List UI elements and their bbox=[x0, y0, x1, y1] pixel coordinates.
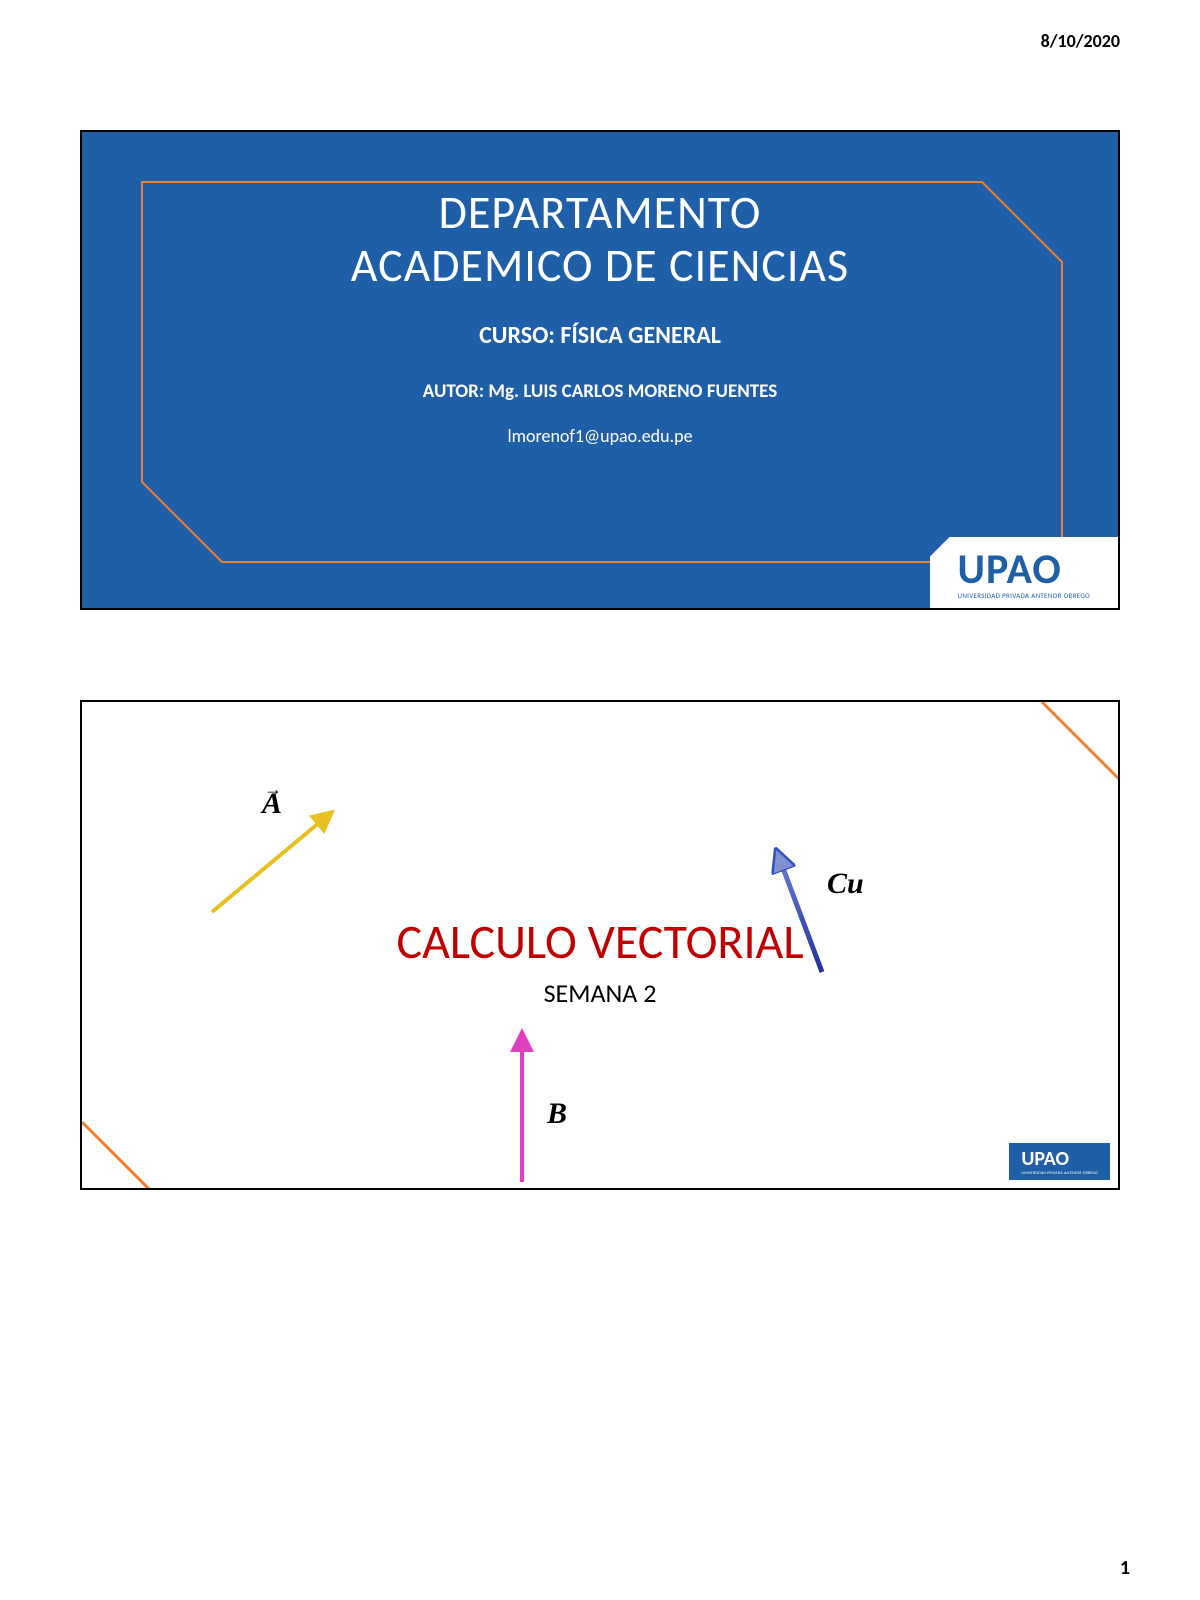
slide2-title: CALCULO VECTORIAL bbox=[82, 912, 1118, 971]
upao-logo-subtitle: UNIVERSIDAD PRIVADA ANTENOR ORREGO bbox=[958, 591, 1090, 600]
upao-logo-small: UPAO UNIVERSIDAD PRIVADA ANTENOR ORREGO bbox=[1009, 1143, 1110, 1180]
vector-a-label: → A bbox=[262, 787, 282, 821]
date-header: 8/10/2020 bbox=[1041, 30, 1120, 52]
email-label: lmorenof1@upao.edu.pe bbox=[82, 425, 1118, 447]
dept-title-line2: ACADEMICO DE CIENCIAS bbox=[82, 240, 1118, 293]
page-number: 1 bbox=[1120, 1556, 1130, 1580]
autor-label: AUTOR: Mg. LUIS CARLOS MORENO FUENTES bbox=[82, 380, 1118, 403]
upao-logo: UPAO UNIVERSIDAD PRIVADA ANTENOR ORREGO bbox=[930, 537, 1118, 608]
curso-label: CURSO: FÍSICA GENERAL bbox=[82, 321, 1118, 350]
vector-b-label: B bbox=[547, 1097, 567, 1131]
vector-cu-label: Cu bbox=[827, 867, 864, 901]
slide-2: → A B Cu CALCULO VECTORIAL SEMANA 2 UPAO… bbox=[80, 700, 1120, 1190]
slide2-subtitle: SEMANA 2 bbox=[82, 977, 1118, 1009]
dept-title-line1: DEPARTAMENTO bbox=[82, 187, 1118, 240]
slide-1: DEPARTAMENTO ACADEMICO DE CIENCIAS CURSO… bbox=[80, 130, 1120, 610]
slide1-content: DEPARTAMENTO ACADEMICO DE CIENCIAS CURSO… bbox=[82, 132, 1118, 447]
upao-logo-text: UPAO bbox=[958, 549, 1090, 591]
vector-a-arrow bbox=[212, 812, 332, 912]
